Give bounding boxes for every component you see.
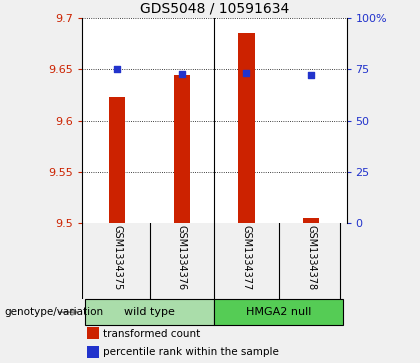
Text: genotype/variation: genotype/variation — [4, 307, 103, 317]
Point — [178, 71, 185, 77]
Bar — [85, 299, 214, 325]
Point — [307, 72, 314, 77]
Text: GSM1334377: GSM1334377 — [241, 225, 252, 290]
Text: transformed count: transformed count — [103, 329, 200, 339]
Bar — [303, 218, 319, 223]
Bar — [214, 299, 343, 325]
Title: GDS5048 / 10591634: GDS5048 / 10591634 — [139, 1, 289, 16]
Bar — [109, 97, 126, 223]
Point — [243, 70, 250, 76]
Bar — [174, 74, 190, 223]
Bar — [239, 33, 255, 223]
Bar — [87, 327, 99, 339]
Text: GSM1334376: GSM1334376 — [177, 225, 187, 290]
Text: GSM1334378: GSM1334378 — [306, 225, 316, 290]
Text: GSM1334375: GSM1334375 — [113, 225, 122, 290]
Text: percentile rank within the sample: percentile rank within the sample — [103, 347, 279, 357]
Text: wild type: wild type — [124, 307, 175, 317]
Point — [114, 66, 121, 72]
Text: HMGA2 null: HMGA2 null — [246, 307, 311, 317]
Bar — [87, 346, 99, 358]
